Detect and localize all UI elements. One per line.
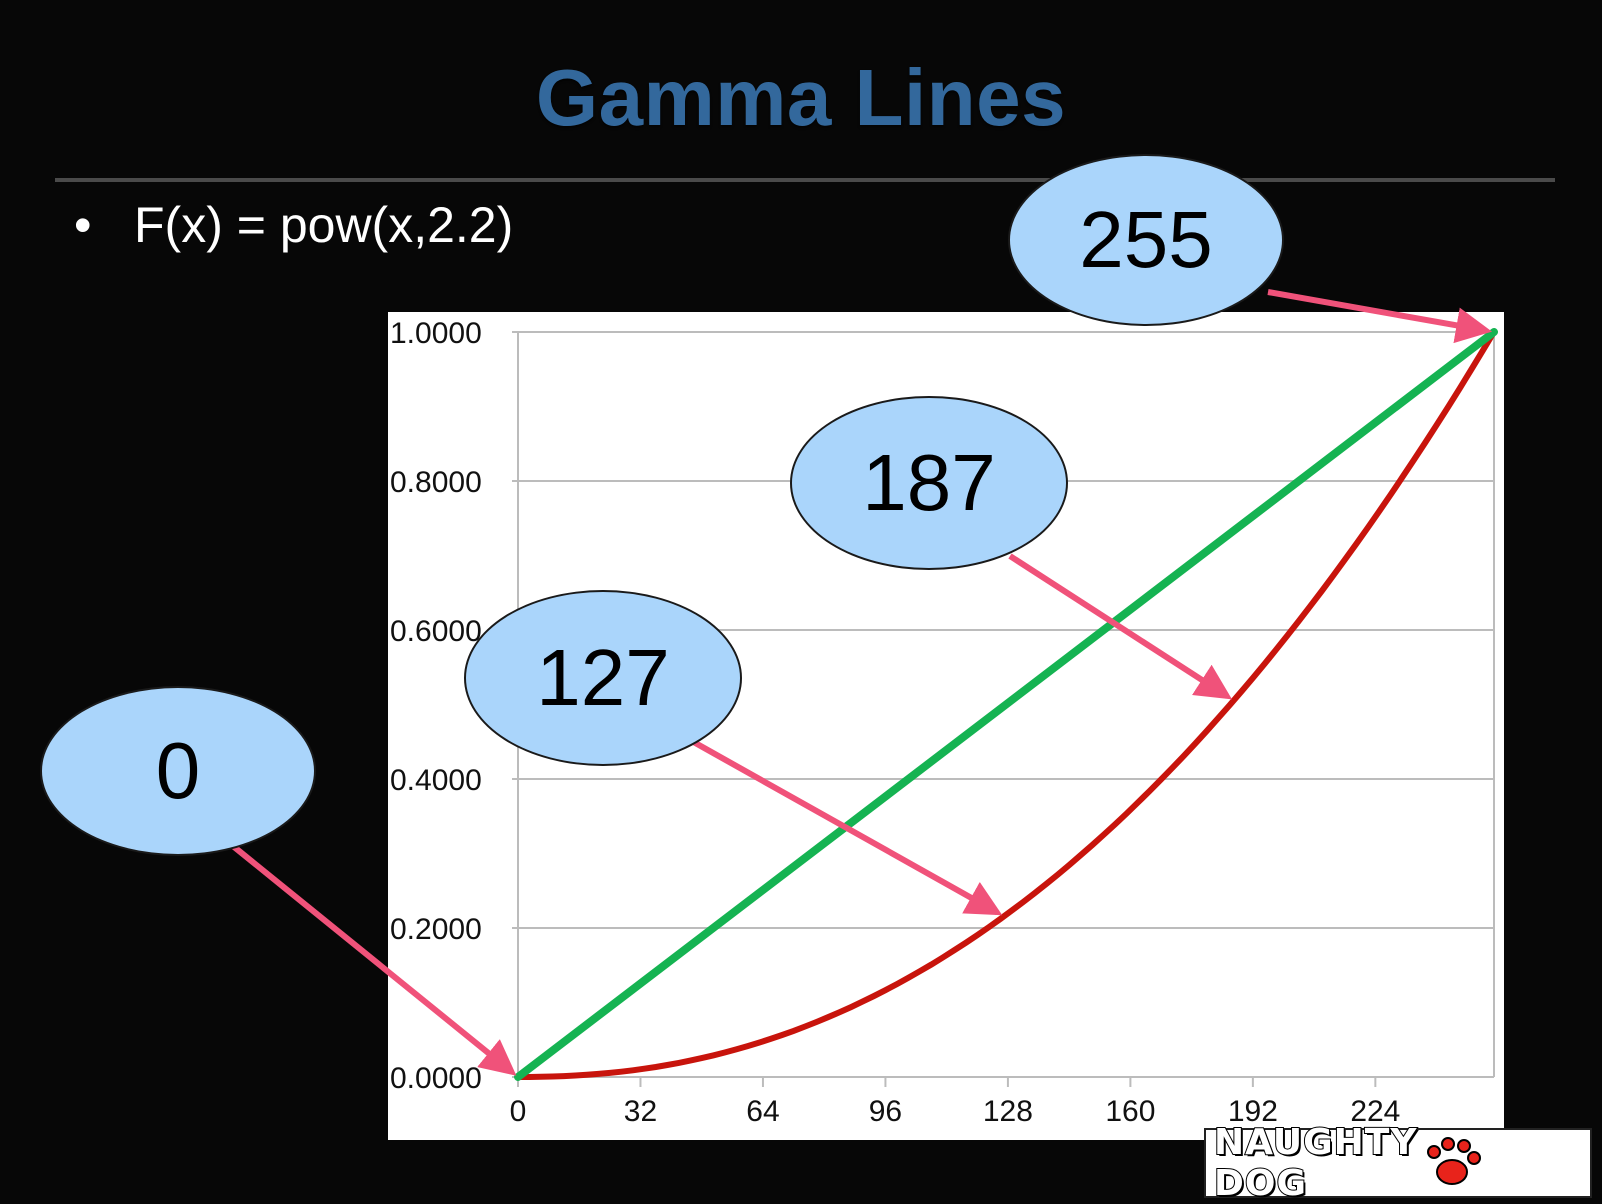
data-point <box>1128 807 1133 812</box>
x-tick-label: 0 <box>510 1095 527 1128</box>
data-point <box>883 988 888 993</box>
linear-line <box>514 328 1498 1081</box>
callout-255: 255 <box>1008 154 1284 326</box>
y-tick-label: 0.6000 <box>390 615 482 648</box>
y-tick-label: 0.0000 <box>390 1062 482 1095</box>
x-tick-label: 96 <box>869 1095 902 1128</box>
callout-187: 187 <box>790 396 1068 570</box>
y-tick-label: 0.8000 <box>390 466 482 499</box>
logo-text: NAUGHTY DOG <box>1213 1121 1418 1204</box>
gamma-curve-line <box>515 329 1497 1080</box>
naughty-dog-logo: NAUGHTY DOG <box>1204 1121 1592 1204</box>
data-point <box>1005 911 1010 916</box>
callout-127: 127 <box>464 590 742 766</box>
gamma-chart: 0.0000 0.2000 0.4000 0.6000 0.8000 1.0000 0 32 6… <box>390 317 1498 1128</box>
slide-title: Gamma Lines <box>535 53 1067 142</box>
callout-arrow-255 <box>1267 289 1493 344</box>
callout-0: 0 <box>40 686 316 856</box>
bullet-dot-icon: • <box>74 197 92 253</box>
data-point <box>638 1067 643 1072</box>
data-point <box>1492 330 1496 334</box>
data-point <box>516 1075 520 1079</box>
title-divider <box>55 178 1555 182</box>
bullet-text: F(x) = pow(x,2.2) <box>134 197 514 253</box>
data-point <box>760 1039 765 1044</box>
x-tick-label: 160 <box>1105 1095 1155 1128</box>
y-tick-label: 1.0000 <box>390 317 482 350</box>
data-point <box>1373 515 1378 520</box>
callout-0-label: 0 <box>155 726 201 815</box>
x-tick-label: 32 <box>624 1095 657 1128</box>
data-point <box>1250 676 1255 681</box>
bullet-item: • F(x) = pow(x,2.2) <box>74 196 513 254</box>
callout-arrow-0 <box>226 839 517 1076</box>
callout-127-label: 127 <box>536 633 670 722</box>
x-tick-label: 64 <box>746 1095 779 1128</box>
callout-arrow-187 <box>1008 553 1233 700</box>
callout-arrow-127 <box>688 737 1003 916</box>
x-tick-label: 224 <box>1350 1095 1400 1128</box>
x-tick-label: 192 <box>1228 1095 1278 1128</box>
callout-255-label: 255 <box>1079 195 1213 284</box>
y-tick-label: 0.4000 <box>390 764 482 797</box>
paw-icon <box>1427 1137 1481 1185</box>
y-tick-label: 0.2000 <box>390 913 482 946</box>
x-tick-label: 128 <box>983 1095 1033 1128</box>
callout-187-label: 187 <box>862 438 996 527</box>
